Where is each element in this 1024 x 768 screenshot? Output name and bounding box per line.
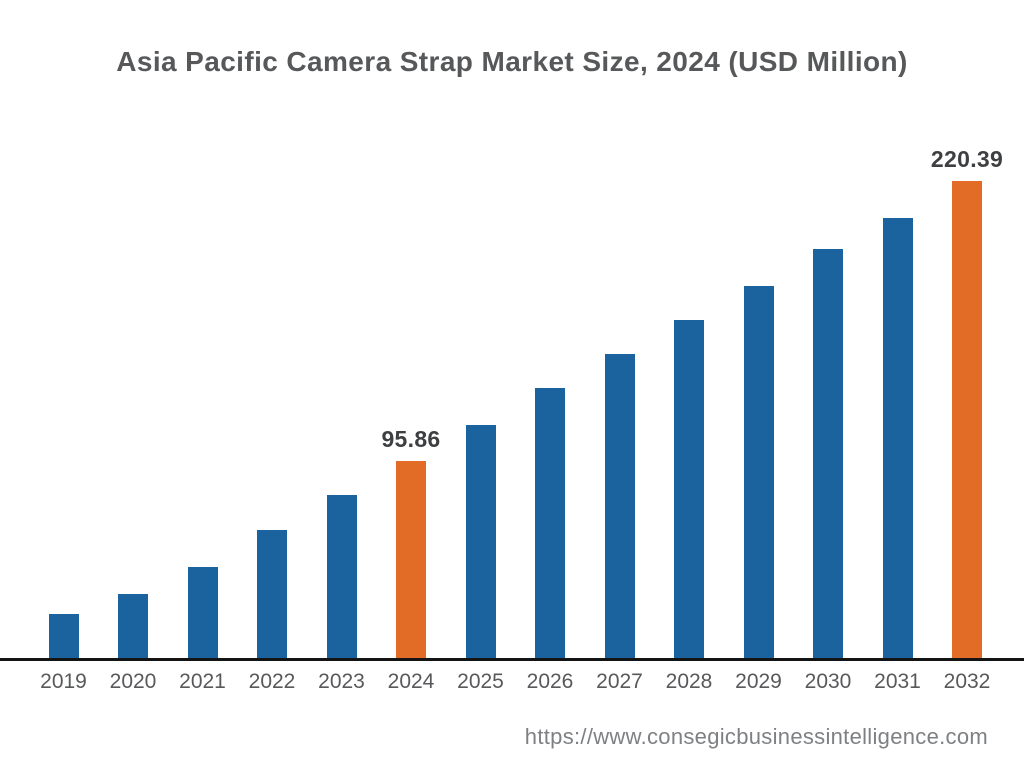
chart-title: Asia Pacific Camera Strap Market Size, 2… <box>116 46 908 77</box>
x-tick-2029: 2029 <box>735 670 782 693</box>
x-tick-2021: 2021 <box>179 670 226 693</box>
bar-2030 <box>813 249 843 658</box>
value-label-2032: 220.39 <box>930 146 1004 173</box>
bar-2020 <box>118 594 148 658</box>
bar-2026 <box>535 388 565 658</box>
bar-2027 <box>604 354 635 658</box>
x-tick-2019: 2019 <box>40 670 87 693</box>
bar-2025 <box>465 424 496 658</box>
x-tick-2023: 2023 <box>318 670 365 693</box>
x-tick-2024: 2024 <box>387 670 435 693</box>
bar-2032 <box>952 181 982 658</box>
bar-2019 <box>48 614 79 658</box>
x-axis-line <box>0 658 1024 661</box>
x-tick-2030: 2030 <box>804 670 852 693</box>
x-tick-2022: 2022 <box>248 670 296 693</box>
x-tick-2020: 2020 <box>109 670 157 693</box>
x-tick-2027: 2027 <box>596 670 643 693</box>
value-label-2024: 95.86 <box>381 426 441 453</box>
bar-2028 <box>674 319 704 658</box>
bar-2023 <box>326 495 357 658</box>
source-url: https://www.consegicbusinessintelligence… <box>524 724 988 749</box>
x-tick-2028: 2028 <box>665 670 713 693</box>
x-tick-2026: 2026 <box>526 670 574 693</box>
x-tick-2025: 2025 <box>457 670 504 693</box>
x-tick-2031: 2031 <box>874 670 921 693</box>
bar-2022 <box>257 529 287 658</box>
bar-2029 <box>743 286 774 658</box>
bar-2031 <box>882 218 913 658</box>
x-tick-2032: 2032 <box>943 670 991 693</box>
bar-2021 <box>187 567 218 658</box>
bar-2024 <box>396 461 426 658</box>
